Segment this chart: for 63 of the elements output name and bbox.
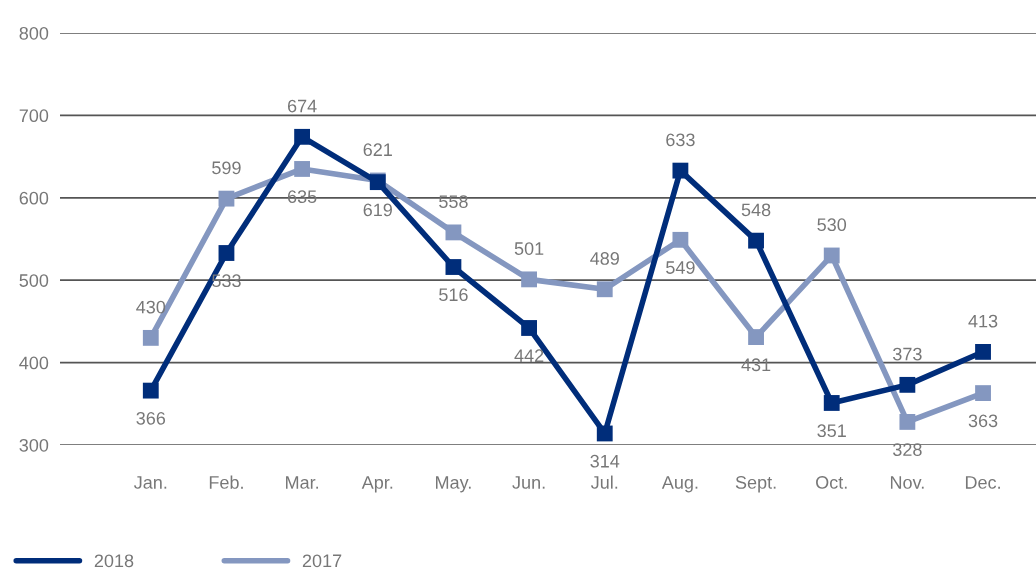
x-tick-label: Dec. xyxy=(965,476,1000,489)
y-tick-label: 800 xyxy=(19,26,49,40)
point xyxy=(521,271,537,288)
point xyxy=(445,259,462,275)
x-tick-label: Sept. xyxy=(735,476,776,493)
data-label: 548 xyxy=(741,203,771,217)
y-tick-label: 300 xyxy=(19,438,49,452)
data-label: 621 xyxy=(363,143,392,157)
point xyxy=(142,329,159,346)
y-tick-label: 500 xyxy=(19,274,49,287)
point xyxy=(445,224,462,241)
point xyxy=(596,281,613,298)
data-label: 516 xyxy=(439,288,468,302)
data-label: 413 xyxy=(968,314,998,328)
data-label: 489 xyxy=(590,252,619,265)
x-tick-label: Oct. xyxy=(816,476,847,489)
data-label: 430 xyxy=(136,300,166,314)
point xyxy=(218,245,235,261)
x-tick-label: Jan. xyxy=(134,476,167,489)
x-tick-label: Aug. xyxy=(661,476,698,493)
point xyxy=(672,162,689,179)
data-label: 373 xyxy=(893,347,922,361)
data-label: 366 xyxy=(136,411,166,425)
x-tick-label: Jul. xyxy=(590,475,618,489)
point xyxy=(899,414,916,430)
point xyxy=(596,425,613,442)
data-label: 314 xyxy=(590,454,620,468)
point xyxy=(823,395,840,411)
data-label: 363 xyxy=(968,414,998,428)
data-label: 549 xyxy=(666,261,695,274)
data-label: 619 xyxy=(363,203,392,217)
point xyxy=(823,247,840,264)
x-tick-label: Feb. xyxy=(209,475,243,489)
legend-label: 2017 xyxy=(302,554,342,568)
point xyxy=(142,382,159,399)
point xyxy=(521,320,537,336)
data-label: 558 xyxy=(439,195,468,209)
data-label: 501 xyxy=(514,242,544,255)
point xyxy=(748,232,764,249)
x-tick-label: Jun. xyxy=(512,476,545,489)
y-tick-label: 400 xyxy=(19,356,49,370)
point xyxy=(748,329,764,345)
data-label: 328 xyxy=(893,443,922,457)
legend-label: 2018 xyxy=(94,554,134,568)
data-label: 351 xyxy=(817,424,846,438)
x-tick-label: Apr. xyxy=(361,476,393,493)
y-tick-label: 700 xyxy=(19,109,49,123)
point xyxy=(218,190,235,207)
point xyxy=(294,161,311,177)
point xyxy=(672,231,689,248)
y-tick-label: 600 xyxy=(19,191,49,205)
data-label: 530 xyxy=(817,218,847,232)
data-label: 674 xyxy=(287,99,317,113)
point xyxy=(975,343,991,360)
x-tick-label: Mar. xyxy=(286,476,319,489)
x-tick-label: Nov. xyxy=(890,476,924,489)
point xyxy=(294,128,311,145)
x-tick-label: May. xyxy=(436,476,471,493)
point xyxy=(899,376,916,393)
data-label: 599 xyxy=(212,161,241,175)
point xyxy=(975,385,991,402)
data-label: 633 xyxy=(666,133,695,147)
data-label: 442 xyxy=(514,349,544,362)
